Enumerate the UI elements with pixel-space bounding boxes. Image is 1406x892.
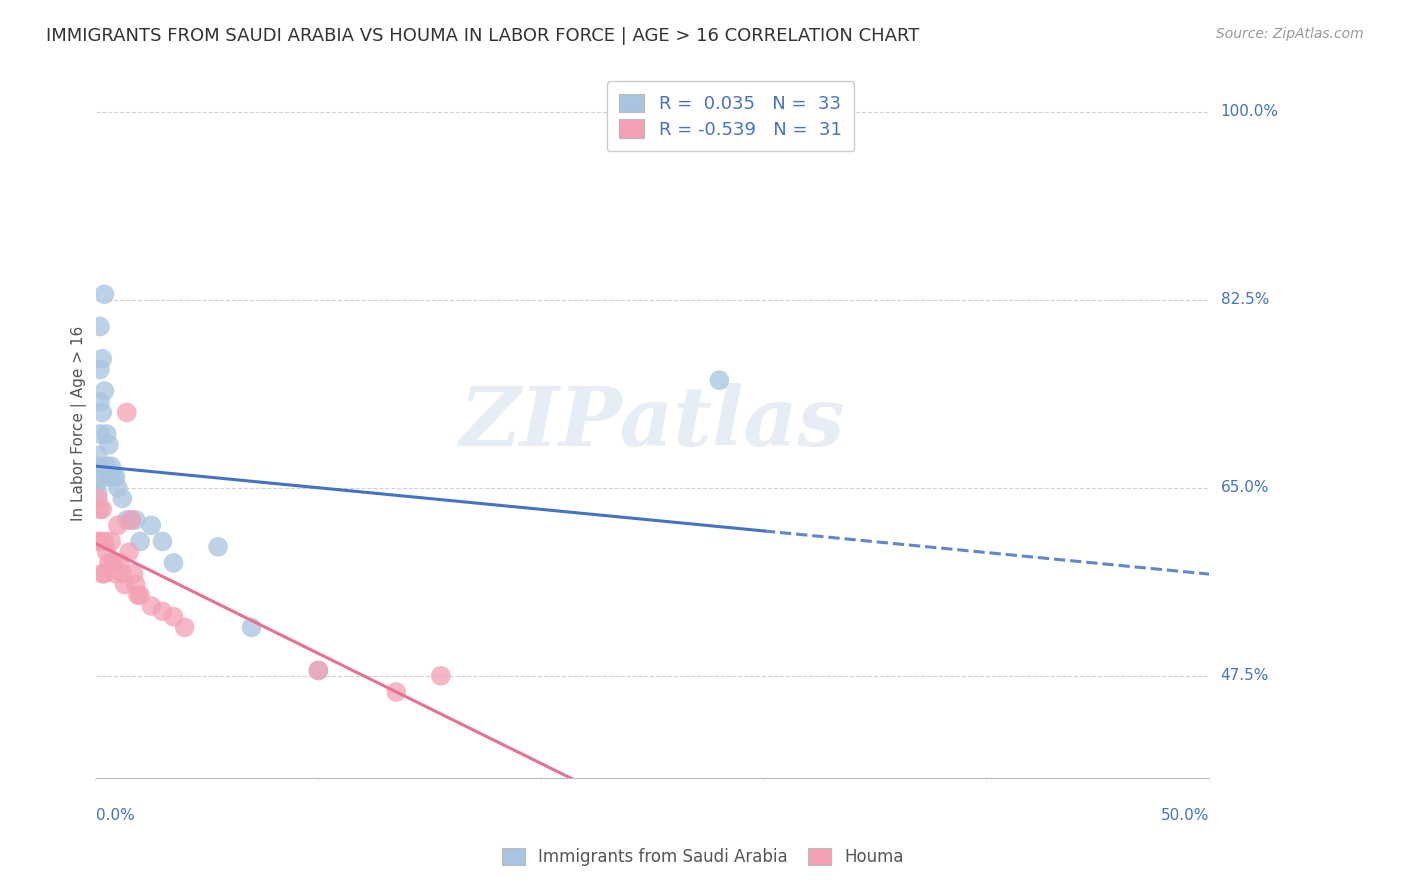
- Point: [307, 664, 329, 678]
- Point: [141, 599, 163, 613]
- Point: [385, 685, 408, 699]
- Text: Source: ZipAtlas.com: Source: ZipAtlas.com: [1216, 27, 1364, 41]
- Point: [124, 577, 146, 591]
- Point: [141, 518, 163, 533]
- Point: [114, 577, 136, 591]
- Point: [104, 566, 127, 581]
- Point: [100, 534, 122, 549]
- Point: [127, 588, 149, 602]
- Point: [152, 604, 174, 618]
- Point: [104, 470, 127, 484]
- Point: [91, 566, 114, 581]
- Point: [115, 405, 138, 419]
- Point: [107, 518, 129, 533]
- Point: [115, 513, 138, 527]
- Point: [108, 556, 131, 570]
- Point: [207, 540, 229, 554]
- Point: [87, 475, 110, 490]
- Point: [93, 566, 115, 581]
- Point: [89, 427, 111, 442]
- Y-axis label: In Labor Force | Age > 16: In Labor Force | Age > 16: [72, 326, 87, 521]
- Text: 65.0%: 65.0%: [1220, 480, 1270, 495]
- Point: [91, 405, 114, 419]
- Point: [87, 534, 110, 549]
- Text: ZIPatlas: ZIPatlas: [460, 384, 845, 463]
- Point: [152, 534, 174, 549]
- Legend: Immigrants from Saudi Arabia, Houma: Immigrants from Saudi Arabia, Houma: [494, 840, 912, 875]
- Point: [96, 427, 118, 442]
- Point: [96, 459, 118, 474]
- Point: [100, 459, 122, 474]
- Point: [93, 287, 115, 301]
- Point: [97, 556, 120, 570]
- Point: [89, 394, 111, 409]
- Point: [111, 491, 134, 506]
- Point: [162, 609, 184, 624]
- Point: [124, 513, 146, 527]
- Legend: R =  0.035   N =  33, R = -0.539   N =  31: R = 0.035 N = 33, R = -0.539 N = 31: [606, 81, 855, 152]
- Point: [709, 373, 731, 387]
- Point: [107, 481, 129, 495]
- Text: 100.0%: 100.0%: [1220, 104, 1278, 119]
- Point: [129, 588, 152, 602]
- Point: [103, 556, 125, 570]
- Point: [89, 502, 111, 516]
- Text: 47.5%: 47.5%: [1220, 668, 1268, 683]
- Point: [87, 491, 110, 506]
- Point: [87, 459, 110, 474]
- Point: [87, 486, 110, 500]
- Point: [91, 502, 114, 516]
- Point: [96, 545, 118, 559]
- Point: [89, 319, 111, 334]
- Point: [240, 620, 263, 634]
- Point: [118, 545, 141, 559]
- Point: [97, 438, 120, 452]
- Text: IMMIGRANTS FROM SAUDI ARABIA VS HOUMA IN LABOR FORCE | AGE > 16 CORRELATION CHAR: IMMIGRANTS FROM SAUDI ARABIA VS HOUMA IN…: [46, 27, 920, 45]
- Point: [89, 534, 111, 549]
- Point: [87, 449, 110, 463]
- Text: 0.0%: 0.0%: [96, 808, 135, 823]
- Point: [129, 534, 152, 549]
- Point: [120, 513, 142, 527]
- Point: [87, 470, 110, 484]
- Point: [93, 534, 115, 549]
- Point: [103, 470, 125, 484]
- Point: [173, 620, 195, 634]
- Text: 50.0%: 50.0%: [1161, 808, 1209, 823]
- Point: [122, 566, 145, 581]
- Point: [91, 351, 114, 366]
- Point: [97, 470, 120, 484]
- Point: [93, 384, 115, 398]
- Point: [89, 362, 111, 376]
- Point: [307, 664, 329, 678]
- Point: [430, 669, 453, 683]
- Point: [162, 556, 184, 570]
- Text: 82.5%: 82.5%: [1220, 292, 1268, 307]
- Point: [120, 513, 142, 527]
- Point: [111, 566, 134, 581]
